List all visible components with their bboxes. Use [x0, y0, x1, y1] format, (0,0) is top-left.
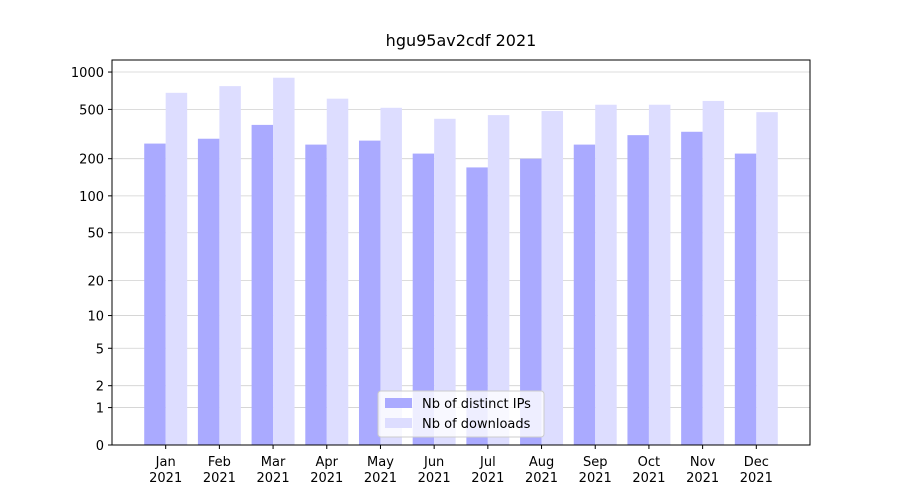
- x-tick-label: Sep 2021: [579, 455, 612, 486]
- x-tick-label: Aug 2021: [525, 455, 558, 486]
- y-tick-label: 50: [87, 227, 104, 242]
- bar: [520, 158, 542, 446]
- legend-label: Nb of distinct IPs: [422, 397, 531, 412]
- bar: [380, 107, 402, 446]
- bar: [197, 138, 220, 445]
- legend-swatch: [385, 418, 412, 428]
- bar: [648, 104, 671, 445]
- y-tick-label: 1000: [71, 66, 104, 81]
- x-tick-label: Feb 2021: [203, 455, 236, 486]
- x-tick-label: Oct 2021: [632, 455, 665, 486]
- chart-title: hgu95av2cdf 2021: [386, 31, 537, 50]
- x-tick-label: Mar 2021: [257, 455, 290, 486]
- bar: [466, 167, 488, 445]
- x-tick-label: May 2021: [364, 455, 397, 486]
- legend-swatch: [385, 398, 412, 408]
- y-tick-label: 200: [79, 153, 104, 168]
- bar: [487, 115, 510, 445]
- y-tick-label: 0: [96, 439, 104, 454]
- bar: [412, 153, 435, 445]
- x-tick-label: Dec 2021: [740, 455, 773, 486]
- bar: [144, 143, 166, 445]
- y-tick-label: 20: [87, 275, 104, 290]
- x-tick-label: Jul 2021: [471, 455, 504, 486]
- bar: [756, 112, 778, 446]
- x-tick-label: Jun 2021: [418, 455, 451, 486]
- y-tick-label: 1: [96, 402, 104, 417]
- bar: [541, 111, 564, 446]
- bar: [219, 86, 241, 445]
- bar: [358, 140, 381, 445]
- bar: [251, 124, 274, 445]
- y-tick-label: 5: [96, 342, 104, 357]
- y-tick-label: 500: [79, 103, 104, 118]
- legend: Nb of distinct IPs Nb of downloads: [377, 390, 545, 438]
- bar: [681, 131, 703, 446]
- bar: [702, 100, 725, 446]
- bar: [165, 92, 188, 445]
- bar: [273, 77, 295, 446]
- bar: [595, 104, 617, 445]
- bar: [434, 118, 456, 446]
- legend-box: [377, 390, 545, 438]
- plot-frame: [111, 59, 811, 446]
- y-tick-label: 2: [96, 380, 104, 395]
- bar: [627, 135, 649, 445]
- bar: [734, 153, 757, 445]
- x-tick-label: Nov 2021: [686, 455, 719, 486]
- bar: [573, 144, 596, 445]
- legend-label: Nb of downloads: [422, 417, 531, 432]
- y-tick-label: 100: [79, 190, 104, 205]
- bar: [305, 144, 327, 445]
- bar: [326, 98, 349, 446]
- x-tick-label: Apr 2021: [310, 455, 343, 486]
- x-tick-label: Jan 2021: [149, 455, 182, 486]
- y-tick-label: 10: [87, 310, 104, 325]
